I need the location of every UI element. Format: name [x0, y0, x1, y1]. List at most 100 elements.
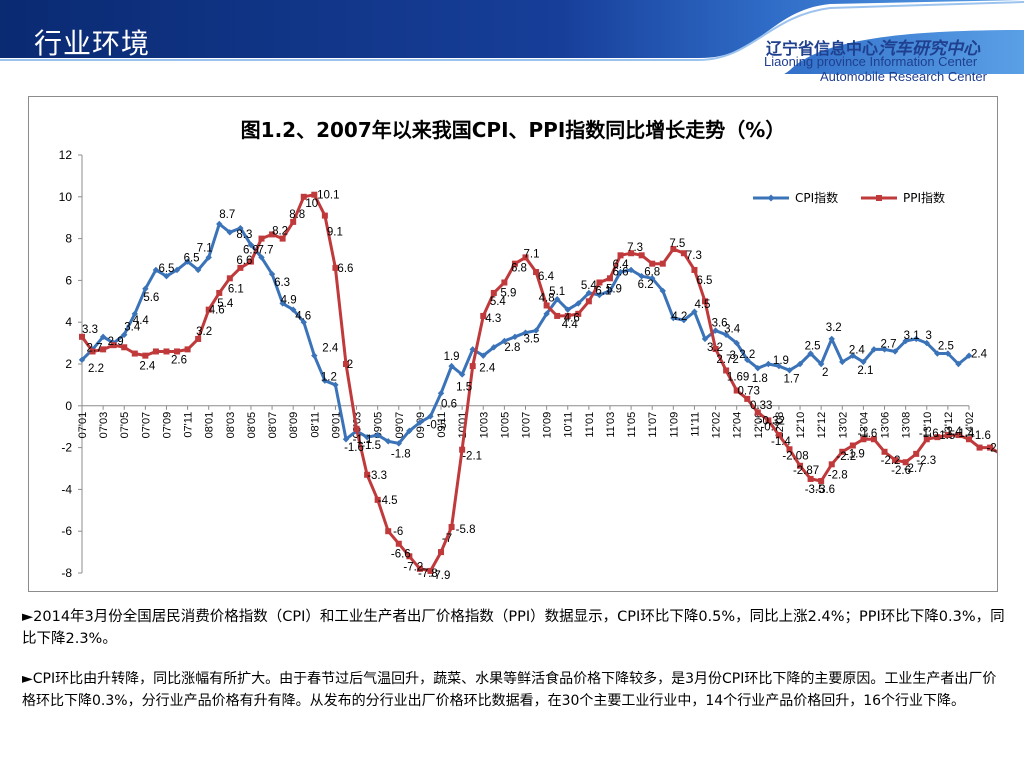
cpi-point [395, 440, 402, 447]
ppi-point [976, 444, 983, 451]
cpi-point [258, 254, 265, 261]
ppi-point [174, 348, 181, 355]
ppi-point [480, 312, 487, 319]
ppi-data-label: -2.2 [836, 451, 856, 463]
ppi-data-label: 5.4 [217, 298, 234, 310]
x-tick-label: 13'08 [901, 412, 913, 439]
cpi-data-label: 8.3 [236, 229, 252, 241]
cpi-point [268, 270, 276, 278]
ppi-point [849, 442, 856, 449]
y-tick-label: 12 [59, 148, 73, 162]
chart-title: 图1.2、2007年以来我国CPI、PPI指数同比增长走势（%） [241, 118, 786, 142]
ppi-point [121, 344, 128, 351]
ppi-data-label: -1.4 [771, 436, 791, 448]
cpi-data-label: 2.5 [805, 341, 821, 353]
ppi-data-label: -2 [986, 443, 996, 455]
x-tick-label: 07'03 [98, 412, 110, 439]
ppi-point [522, 254, 529, 261]
ppi-point [300, 193, 307, 200]
ppi-data-label: 2.72 [716, 354, 738, 366]
ppi-point [247, 258, 254, 265]
ppi-point [828, 461, 835, 468]
ppi-data-label: 6.8 [644, 267, 660, 279]
x-tick-label: 07'07 [140, 412, 152, 439]
x-tick-label: 14'02 [964, 412, 976, 439]
cpi-data-label: 2.2 [88, 363, 104, 375]
ppi-series-line [80, 193, 997, 573]
cpi-point [501, 337, 508, 345]
x-tick-label: 08'07 [267, 412, 279, 439]
x-tick-label: 12'12 [816, 412, 828, 439]
cpi-data-label: 7.1 [197, 242, 213, 254]
x-tick-label: 09'07 [394, 412, 406, 439]
ppi-data-label: 8.8 [289, 209, 305, 221]
cpi-data-label: 3.4 [724, 324, 741, 336]
ppi-point [279, 235, 286, 242]
cpi-data-label: -1.6 [344, 442, 364, 454]
ppi-data-label: 2.6 [171, 354, 187, 366]
ppi-point [205, 306, 212, 313]
ppi-point [152, 348, 159, 355]
cpi-point [406, 427, 413, 435]
x-tick-label: 09'01 [330, 412, 342, 439]
ppi-point [490, 289, 497, 296]
cpi-data-label: 3.2 [826, 322, 842, 334]
cpi-point [944, 350, 952, 357]
cpi-point [78, 356, 86, 364]
ppi-point [448, 524, 455, 531]
y-tick-label: 10 [59, 190, 73, 204]
ppi-data-label: 6.9 [243, 245, 259, 257]
cpi-data-label: 6.4 [613, 259, 630, 271]
x-tick-label: 08'05 [246, 412, 258, 439]
ppi-data-label: 2 [347, 359, 353, 371]
ppi-data-label: 7.1 [524, 248, 540, 260]
ppi-point [374, 496, 381, 503]
cpi-point [448, 362, 455, 370]
ppi-data-label: 7.3 [627, 242, 643, 254]
cpi-point [891, 348, 899, 355]
ppi-point [184, 346, 191, 353]
ppi-data-label: 4.4 [562, 319, 579, 331]
cpi-point [902, 337, 909, 345]
ppi-data-label: 6.4 [538, 271, 555, 283]
cpi-point [860, 358, 867, 366]
ppi-point [659, 260, 666, 267]
ppi-point [987, 444, 994, 451]
ppi-data-label: 0.33 [750, 400, 772, 412]
x-tick-label: 10'03 [478, 412, 490, 439]
y-tick-label: -2 [61, 441, 72, 455]
cpi-data-label: 3.6 [712, 318, 728, 330]
cpi-point [374, 431, 381, 439]
cpi-data-label: 2.4 [971, 349, 988, 361]
ppi-data-label: -6 [393, 526, 403, 538]
cpi-point [247, 241, 255, 249]
cpi-point [311, 352, 318, 359]
x-tick-label: 12'04 [732, 412, 744, 439]
organization-logo: 辽宁省信息中心汽车研究中心 Liaoning province Informat… [744, 28, 1006, 88]
ppi-data-label: -7.8 [418, 568, 438, 580]
ppi-point [89, 348, 96, 355]
y-tick-label: -8 [61, 566, 72, 580]
ppi-data-label: 8.2 [272, 225, 288, 237]
cpi-data-label: -1.8 [391, 448, 411, 460]
cpi-point [627, 266, 635, 274]
ppi-point [163, 348, 170, 355]
x-tick-label: 09'05 [373, 412, 385, 439]
cpi-point [955, 360, 962, 368]
cpi-point [237, 224, 244, 232]
ppi-data-label: 6.1 [595, 285, 611, 297]
ppi-data-label: -1.5 [935, 430, 955, 442]
cpi-data-label: 2.4 [849, 345, 866, 357]
ppi-point [554, 312, 561, 319]
ppi-point [459, 446, 466, 453]
cpi-data-label: 3.2 [707, 342, 723, 354]
ppi-point [353, 425, 360, 432]
ppi-data-label: -2.87 [793, 465, 819, 477]
ppi-point [258, 235, 265, 242]
ppi-point [670, 246, 677, 253]
cpi-point [659, 287, 666, 295]
ppi-point [364, 471, 371, 478]
ppi-data-label: -3.6 [815, 484, 835, 496]
ppi-point [342, 361, 349, 367]
y-tick-label: 4 [65, 315, 72, 329]
